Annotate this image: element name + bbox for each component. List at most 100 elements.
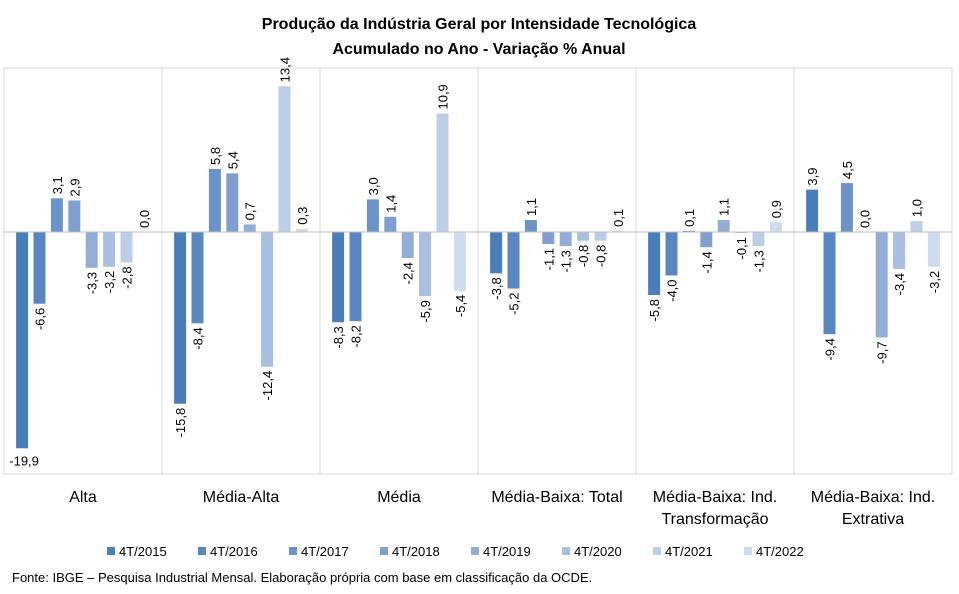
legend-label: 4T/2021 [665,544,713,559]
data-label: -5,9 [418,300,433,322]
bar [875,232,888,338]
bar [665,232,678,276]
data-label: -0,8 [576,245,591,267]
legend-swatch [107,547,115,555]
bar [332,232,345,323]
data-label: -0,8 [594,245,609,267]
data-label: 1,1 [717,198,732,216]
bar [208,168,221,232]
bar [524,220,537,232]
data-label: -1,3 [559,250,574,272]
data-label: -9,7 [875,341,890,363]
data-label: -5,2 [507,293,522,315]
bar [507,232,520,289]
bar [226,173,239,232]
data-label: -8,2 [349,325,364,347]
bar [384,216,397,232]
data-label: -0,1 [734,237,749,259]
data-label: 0,0 [137,210,152,228]
data-label: 5,4 [225,151,240,169]
data-label: -1,3 [752,250,767,272]
data-label: 13,4 [278,57,293,82]
data-label: 0,9 [769,200,784,218]
chart-subtitle: Acumulado no Ano - Variação % Anual [332,41,625,58]
bar [577,232,590,241]
data-label: 10,9 [436,84,451,109]
bar [103,232,116,267]
data-label: -1,4 [699,251,714,273]
data-label: 3,1 [50,176,65,194]
bar [366,199,379,232]
bar [261,232,274,367]
data-label: -3,4 [892,273,907,295]
bar [419,232,432,297]
legend-label: 4T/2017 [301,544,349,559]
bar [594,232,607,241]
data-label: -8,4 [191,327,206,349]
data-label: -12,4 [260,371,275,401]
bar [682,230,695,232]
data-label: -3,3 [85,272,100,294]
source-note: Fonte: IBGE – Pesquisa Industrial Mensal… [12,570,593,585]
legend-label: 4T/2015 [119,544,167,559]
bar [717,220,730,232]
data-label: -3,8 [489,277,504,299]
chart: Produção da Indústria Geral por Intensid… [3,16,953,559]
category-label: Transformação [662,511,769,528]
bar [453,232,466,291]
bar [840,183,853,232]
data-label: 3,0 [366,177,381,195]
data-label: 0,1 [682,209,697,227]
data-label: 2,9 [67,178,82,196]
bar [611,230,624,232]
data-label: -19,9 [9,453,39,468]
bar [735,232,748,234]
legend-swatch [198,547,206,555]
data-label: 1,4 [383,195,398,213]
bar [806,189,819,232]
bar [278,86,291,232]
data-label: -4,0 [665,279,680,301]
bar [33,232,46,304]
data-label: -1,1 [541,248,556,270]
bar [752,232,765,247]
legend-label: 4T/2019 [483,544,531,559]
data-label: 3,9 [805,168,820,186]
bar [243,224,256,232]
category-label: Média [377,489,421,506]
bar [700,232,713,248]
bar [120,232,133,263]
legend-swatch [380,547,388,555]
data-label: 0,7 [243,202,258,220]
bar [401,232,414,259]
category-label: Média-Baixa: Ind. [811,489,936,506]
bar [16,232,29,449]
bar [769,222,782,232]
legend-label: 4T/2018 [392,544,440,559]
category-label: Alta [69,489,97,506]
data-label: 5,8 [208,147,223,165]
chart-title: Produção da Indústria Geral por Intensid… [262,16,697,33]
bar [893,232,906,269]
legend-swatch [744,547,752,555]
bar [648,232,661,296]
category-label: Média-Alta [203,489,280,506]
bar [490,232,503,274]
data-label: 4,5 [840,161,855,179]
data-label: 1,1 [524,198,539,216]
legend-swatch [289,547,297,555]
data-label: -15,8 [173,408,188,438]
data-label: -2,4 [401,262,416,284]
bar [191,232,204,324]
category-label: Extrativa [842,511,904,528]
category-label: Média-Baixa: Total [491,489,622,506]
legend: 4T/2015 4T/2016 4T/2017 4T/2018 4T/2019 4T/20… [107,544,804,559]
data-label: -5,8 [647,299,662,321]
data-label: -8,3 [331,326,346,348]
category-label: Média-Baixa: Ind. [653,489,778,506]
bar [85,232,98,268]
bar [50,198,63,232]
data-label: -9,4 [823,338,838,360]
data-label: -3,2 [927,271,942,293]
data-label: 0,0 [857,210,872,228]
